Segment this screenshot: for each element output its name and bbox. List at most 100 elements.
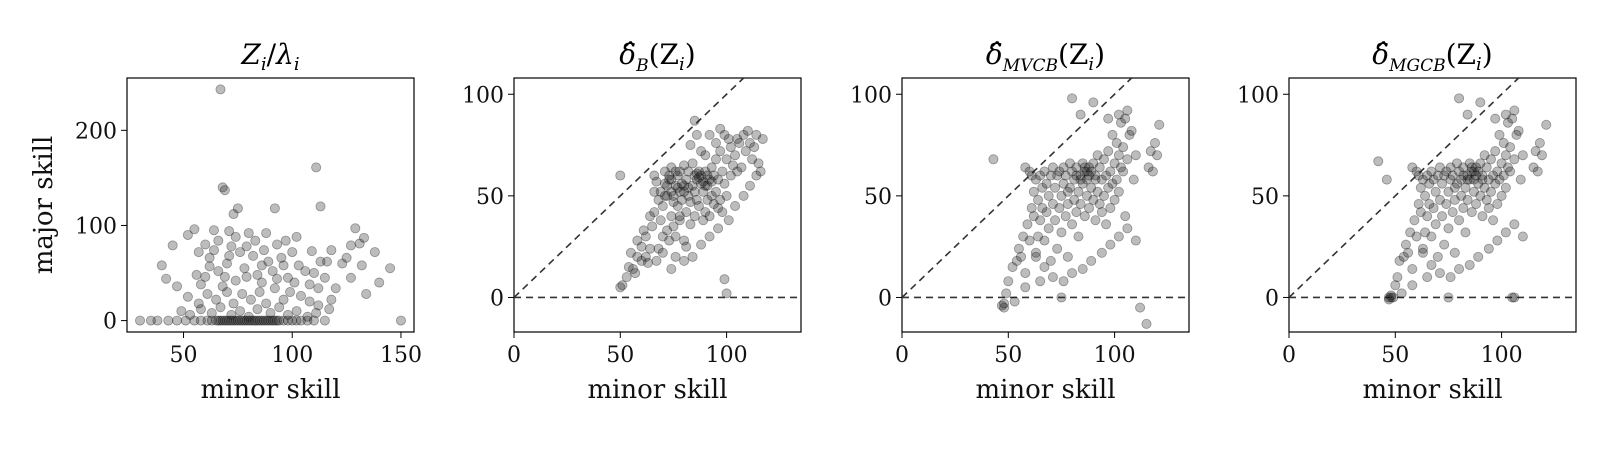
scatter-point (1383, 294, 1394, 305)
scatter-point (672, 201, 683, 212)
scatter-point (1415, 207, 1426, 218)
scatter-point (1109, 194, 1120, 205)
scatter-point (1409, 215, 1420, 226)
scatter-point (1473, 166, 1484, 177)
x-tick-label: 50 (1381, 343, 1409, 368)
scatter-point (237, 315, 248, 326)
scatter-point (1488, 215, 1499, 226)
x-tick-label: 100 (1481, 343, 1523, 368)
scatter-point (1500, 182, 1511, 193)
scatter-point (1530, 146, 1541, 157)
scatter-point (1047, 198, 1058, 209)
scatter-point (1107, 178, 1118, 189)
scatter-point (1477, 211, 1488, 222)
scatter-point (1373, 156, 1384, 167)
scatter-point (1445, 174, 1456, 185)
scatter-point (996, 300, 1007, 311)
scatter-point (258, 245, 269, 256)
scatter-point (1439, 239, 1450, 250)
scatter-point (708, 170, 719, 181)
scatter-point (1115, 162, 1126, 173)
scatter-point (1077, 158, 1088, 169)
y-tick-label: 50 (476, 185, 504, 210)
panel-4: 0 50 100 0 50 100 minor skill δ̂MGCB(Zi) (1237, 38, 1577, 405)
scatter-point (226, 241, 237, 252)
scatter-point (313, 300, 324, 311)
scatter-point (1081, 174, 1092, 185)
scatter-point (1067, 166, 1078, 177)
scatter-point (341, 252, 352, 263)
scatter-point (1449, 182, 1460, 193)
scatter-point (250, 235, 261, 246)
scatter-point (1443, 223, 1454, 234)
scatter-point (1056, 292, 1067, 303)
scatter-point (674, 166, 685, 177)
scatter-point (1041, 178, 1052, 189)
scatter-point (1026, 203, 1037, 214)
scatter-point (1013, 243, 1024, 254)
scatter-point (1434, 268, 1445, 279)
scatter-point (287, 247, 298, 258)
scatter-point (1045, 255, 1056, 266)
scatter-point (640, 251, 651, 262)
scatter-point (1473, 178, 1484, 189)
scatter-point (655, 186, 666, 197)
scatter-point (1041, 207, 1052, 218)
scatter-point (1103, 113, 1114, 124)
y-tick-label: 100 (75, 214, 117, 239)
scatter-point (1037, 182, 1048, 193)
scatter-point (1509, 292, 1520, 303)
scatter-point (1415, 182, 1426, 193)
scatter-point (195, 304, 206, 315)
scatter-point (1071, 162, 1082, 173)
scatter-point (742, 125, 753, 136)
scatter-point (732, 166, 743, 177)
y-tick-label: 50 (864, 185, 892, 210)
scatter-point (1430, 219, 1441, 230)
scatter-point (693, 201, 704, 212)
scatter-point (230, 231, 241, 242)
scatter-point (638, 225, 649, 236)
scatter-point (274, 315, 285, 326)
scatter-point (1122, 154, 1133, 165)
scatter-point (230, 315, 241, 326)
x-tick-label: 50 (994, 343, 1022, 368)
scatter-point (185, 309, 196, 320)
scatter-point (211, 294, 222, 305)
scatter-point (672, 170, 683, 181)
scatter-point (274, 302, 285, 313)
scatter-point (706, 162, 717, 173)
scatter-point (319, 272, 330, 283)
scatter-point (691, 174, 702, 185)
scatter-point (719, 178, 730, 189)
scatter-point (1413, 198, 1424, 209)
y-tick-label: 0 (878, 286, 892, 311)
scatter-point (1113, 231, 1124, 242)
scatter-point (1118, 166, 1129, 177)
scatter-point (708, 198, 719, 209)
scatter-point (696, 146, 707, 157)
scatter-point (300, 266, 311, 277)
scatter-point (193, 247, 204, 258)
scatter-point (1073, 231, 1084, 242)
scatter-point (1413, 170, 1424, 181)
scatter-point (1400, 239, 1411, 250)
scatter-point (1447, 207, 1458, 218)
scatter-point (265, 315, 276, 326)
scatter-point (700, 180, 711, 191)
scatter-point (1492, 198, 1503, 209)
scatter-point (1096, 247, 1107, 258)
y-tick-label: 0 (1265, 286, 1279, 311)
scatter-point (1483, 203, 1494, 214)
scatter-point (282, 272, 293, 283)
scatter-point (215, 302, 226, 313)
scatter-point (1026, 170, 1037, 181)
scatter-point (719, 129, 730, 140)
scatter-point (215, 84, 226, 95)
plot-frame (1288, 77, 1577, 333)
scatter-point (1475, 97, 1486, 108)
scatter-point (1011, 255, 1022, 266)
scatter-point (269, 203, 280, 214)
scatter-point (1407, 264, 1418, 275)
